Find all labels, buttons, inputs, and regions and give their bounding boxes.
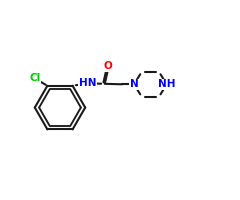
Text: N: N <box>130 79 138 89</box>
Text: O: O <box>104 61 113 71</box>
Text: NH: NH <box>158 79 175 89</box>
Text: Cl: Cl <box>29 73 40 83</box>
Text: HN: HN <box>79 78 96 88</box>
